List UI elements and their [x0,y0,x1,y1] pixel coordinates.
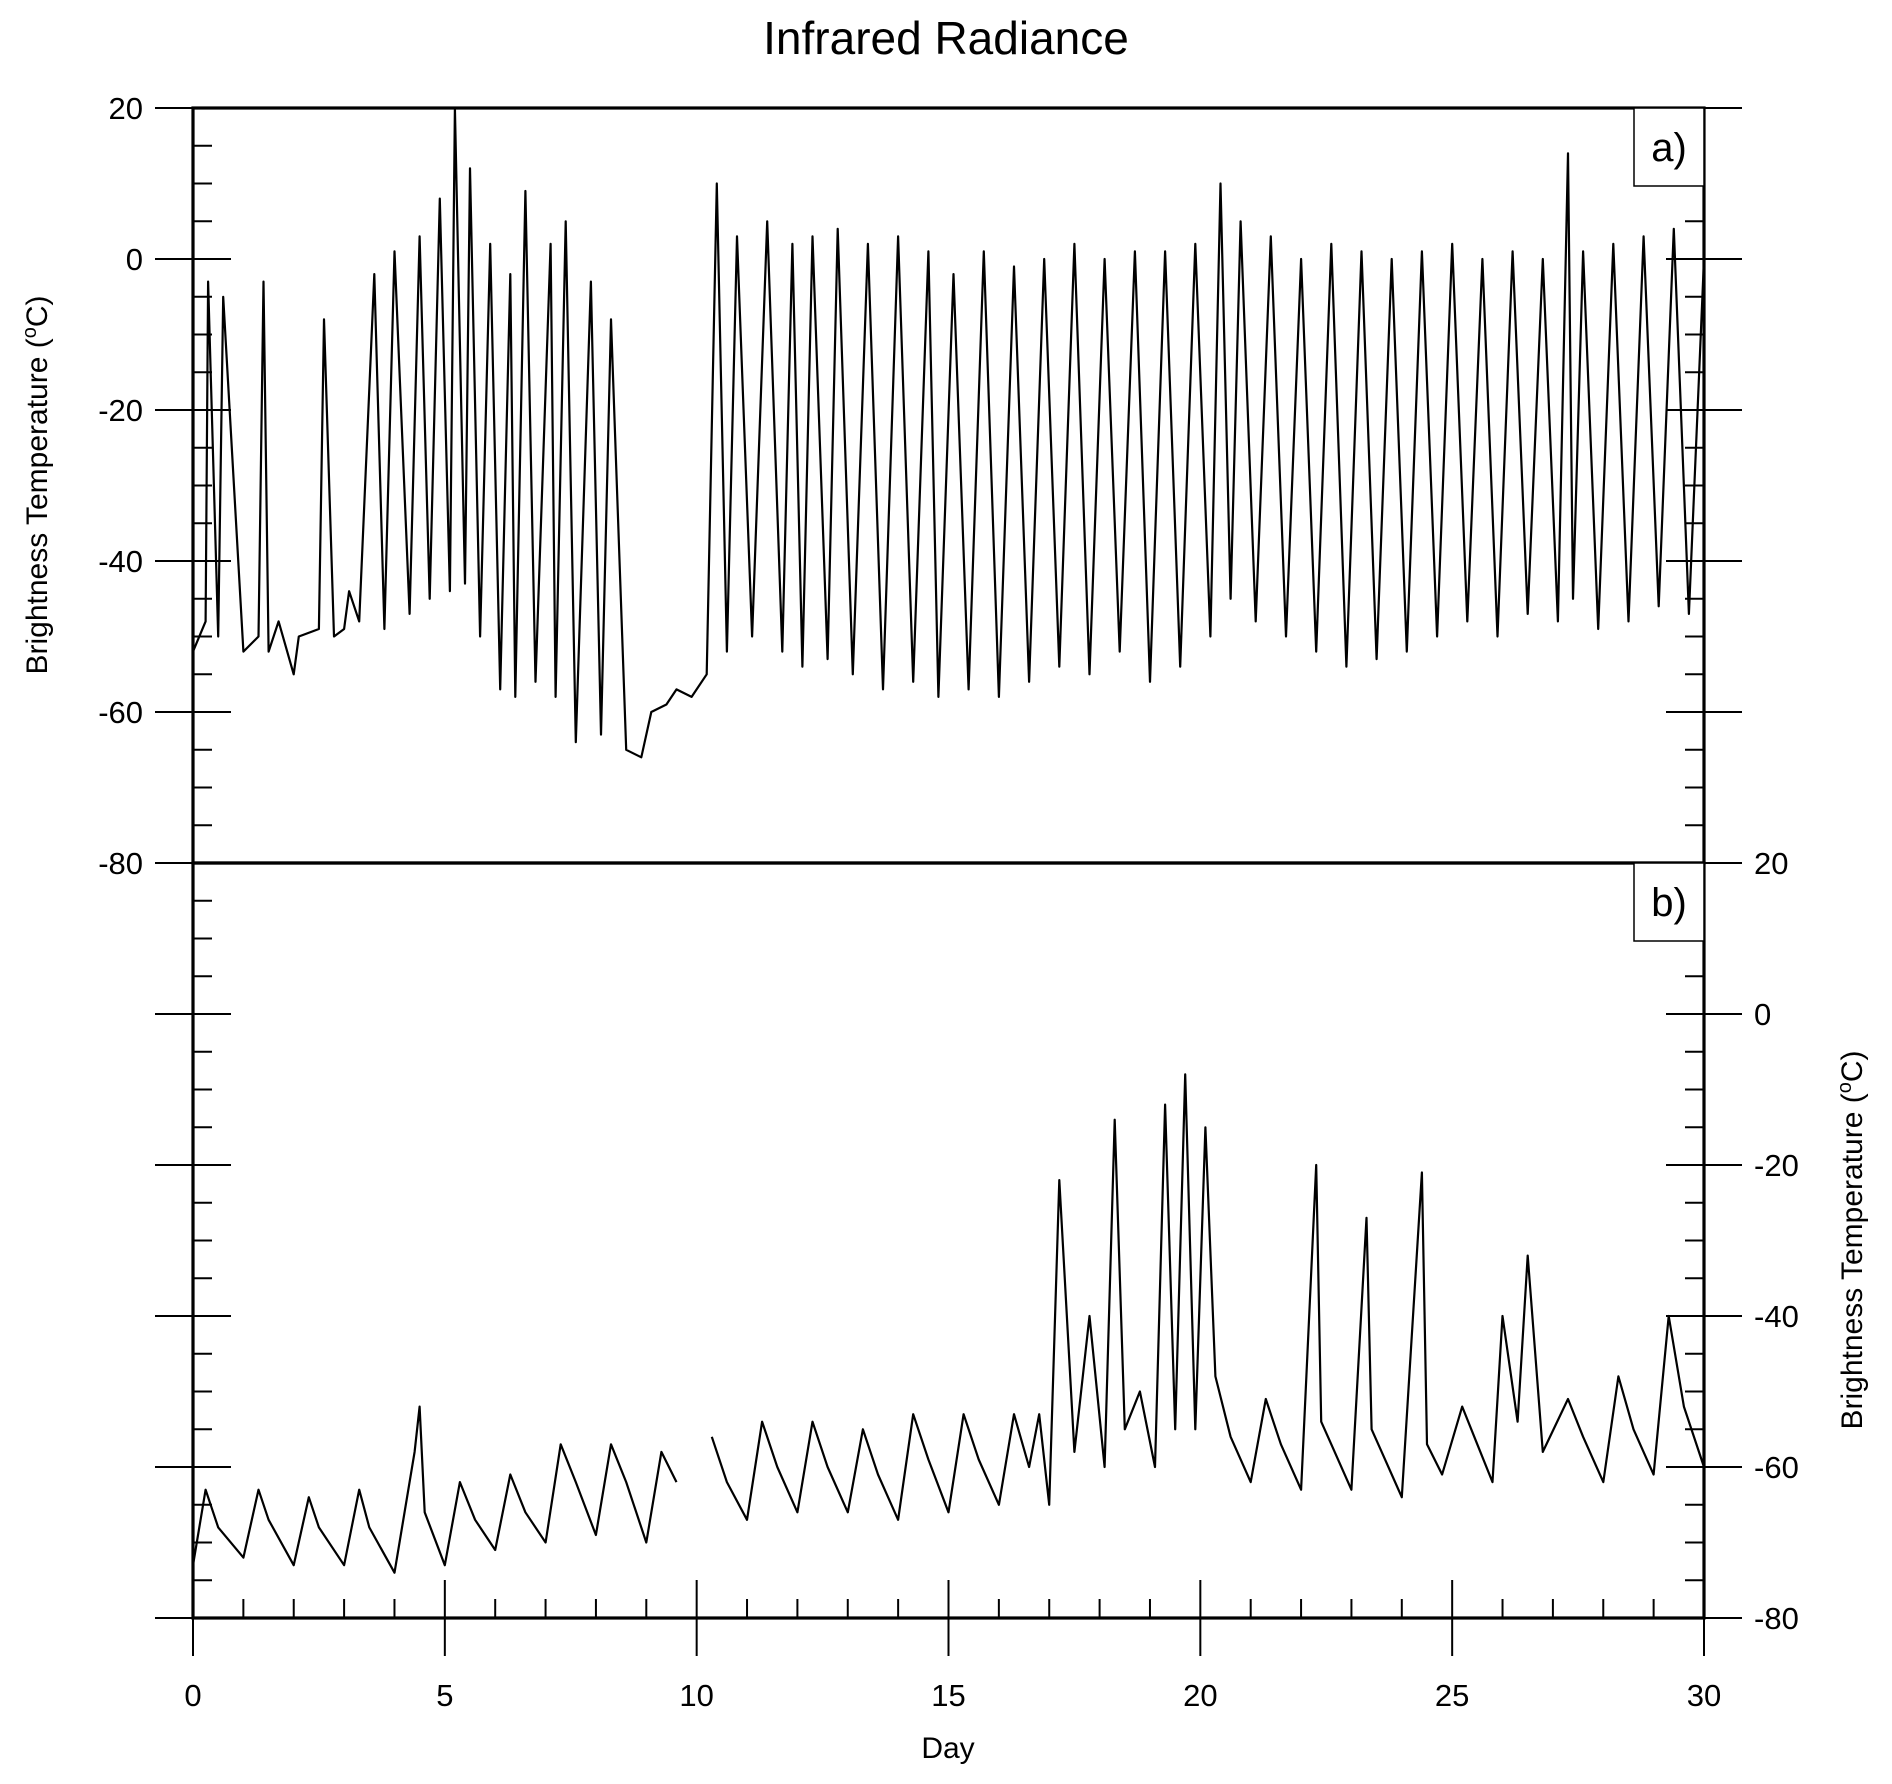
y-tick-label: 0 [126,242,143,277]
y-tick-label: -40 [1754,1299,1799,1334]
panel-b-label: b) [1651,881,1687,925]
y-tick-label: 20 [1754,846,1788,881]
panel-b-y-ticks [155,862,1742,1619]
panel-b: 20 0 -20 -40 -60 -80 b) Brightness Temperatur… [155,846,1869,1636]
panel-a-y-axis-title: Brightness Temperature (oC) [19,295,54,674]
y-tick-label: -20 [1754,1148,1799,1183]
panel-b-y-axis-title: Brightness Temperature (oC) [1834,1050,1869,1429]
x-tick-label: 15 [931,1678,965,1713]
panel-b-series-line [191,1073,1706,1574]
y-tick-label: -60 [98,695,143,730]
x-tick-label: 25 [1435,1678,1469,1713]
y-tick-label: -80 [98,846,143,881]
panel-b-y-tick-labels: 20 0 -20 -40 -60 -80 [1754,846,1799,1636]
y-tick-label: -80 [1754,1601,1799,1636]
panel-a-frame [191,106,1706,865]
x-axis-ticks [192,1580,1705,1656]
y-tick-label: -60 [1754,1450,1799,1485]
x-axis-tick-labels: 0 5 10 15 20 25 30 [184,1678,1721,1713]
x-tick-label: 30 [1687,1678,1721,1713]
panel-a-series-line [191,106,1706,759]
x-tick-label: 20 [1183,1678,1217,1713]
y-tick-label: -20 [98,393,143,428]
x-tick-label: 5 [436,1678,453,1713]
x-axis-title: Day [921,1732,974,1765]
panel-a-y-tick-labels: 20 0 -20 -40 -60 -80 [98,91,143,881]
panel-a-label: a) [1651,126,1687,170]
panel-b-frame [191,861,1706,1620]
chart-title: Infrared Radiance [763,12,1129,64]
x-tick-label: 10 [679,1678,713,1713]
y-tick-label: 0 [1754,997,1771,1032]
x-tick-label: 0 [184,1678,201,1713]
panel-b-label-box [1633,862,1705,942]
panel-a: 20 0 -20 -40 -60 -80 a) Brightness Temperatur… [19,91,1742,881]
panel-a-label-box [1633,107,1705,187]
y-tick-label: -40 [98,544,143,579]
y-tick-label: 20 [109,91,143,126]
